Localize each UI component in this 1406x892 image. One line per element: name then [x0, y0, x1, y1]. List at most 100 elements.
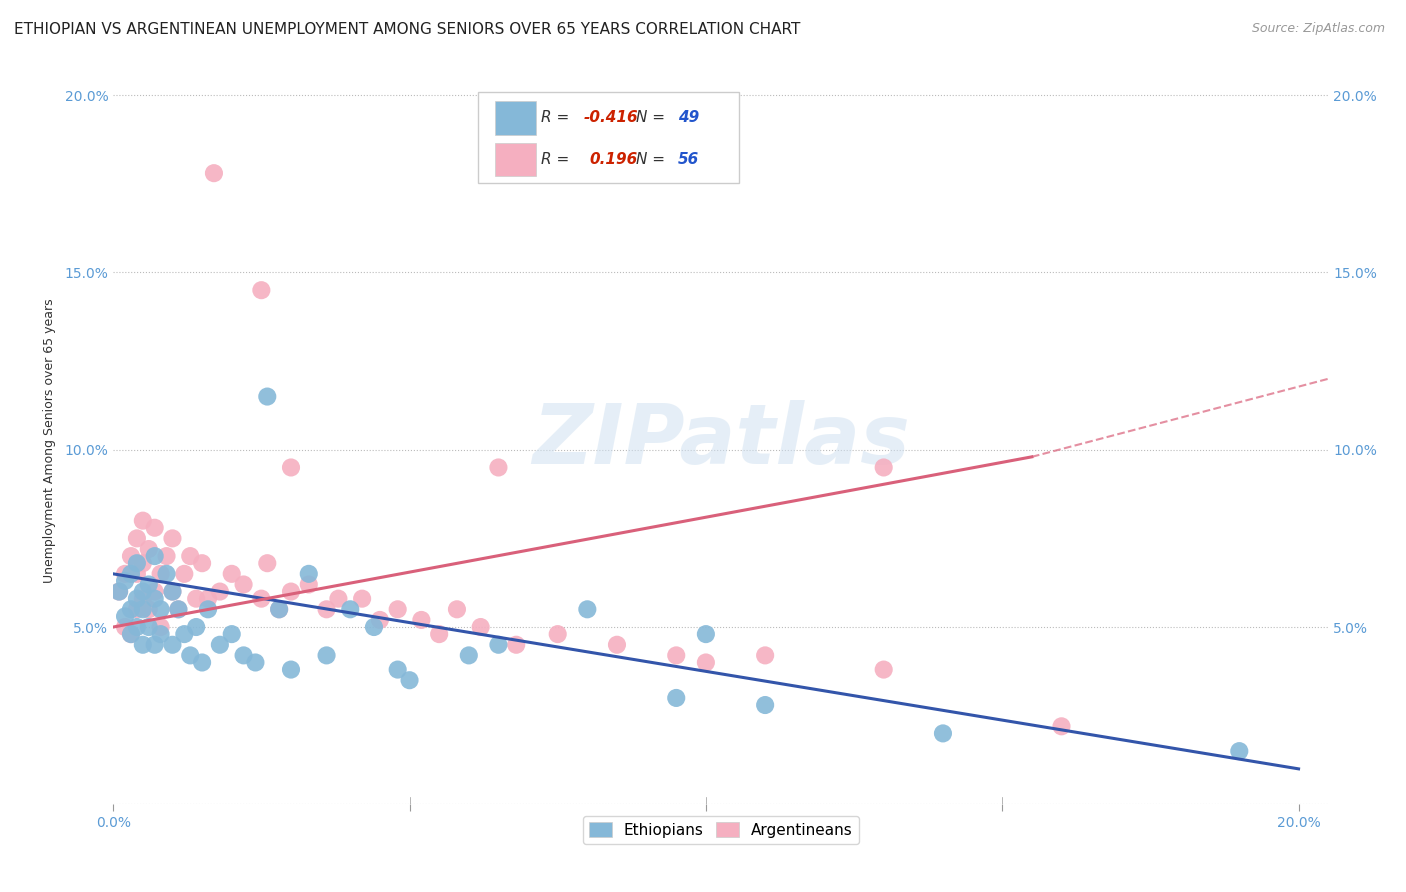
Point: [352, 591, 374, 606]
Point: [470, 620, 492, 634]
Point: [143, 638, 166, 652]
Point: [754, 648, 776, 663]
Point: [232, 648, 254, 663]
Point: [132, 514, 155, 528]
Point: [162, 584, 184, 599]
Point: [427, 627, 450, 641]
Point: [149, 620, 172, 634]
Point: [245, 656, 267, 670]
Point: [125, 532, 148, 546]
Point: [143, 549, 166, 563]
Point: [125, 602, 148, 616]
Point: [162, 532, 184, 546]
Point: [398, 673, 420, 688]
Point: [665, 690, 688, 705]
Text: -0.416: -0.416: [583, 111, 638, 126]
Point: [298, 566, 321, 581]
Point: [132, 584, 155, 599]
Point: [387, 663, 409, 677]
Point: [149, 602, 172, 616]
Point: [269, 602, 291, 616]
Point: [138, 541, 160, 556]
Point: [191, 556, 214, 570]
Point: [208, 584, 231, 599]
Point: [873, 663, 896, 677]
Point: [197, 602, 219, 616]
Point: [547, 627, 569, 641]
Point: [363, 620, 385, 634]
FancyBboxPatch shape: [495, 102, 536, 135]
Point: [606, 638, 628, 652]
Point: [114, 574, 136, 588]
Point: [695, 627, 717, 641]
Point: [339, 602, 361, 616]
Point: [120, 602, 142, 616]
Point: [179, 648, 201, 663]
Point: [221, 627, 243, 641]
Point: [328, 591, 350, 606]
Point: [315, 602, 337, 616]
Point: [280, 663, 302, 677]
Point: [132, 556, 155, 570]
Y-axis label: Unemployment Among Seniors over 65 years: Unemployment Among Seniors over 65 years: [44, 299, 56, 583]
Point: [155, 549, 177, 563]
Point: [125, 556, 148, 570]
Text: N =: N =: [636, 111, 669, 126]
Point: [114, 566, 136, 581]
Point: [197, 591, 219, 606]
Point: [120, 566, 142, 581]
Point: [368, 613, 391, 627]
Point: [120, 627, 142, 641]
Point: [155, 566, 177, 581]
Point: [143, 584, 166, 599]
Point: [665, 648, 688, 663]
Point: [186, 591, 208, 606]
Point: [132, 602, 155, 616]
Point: [173, 627, 195, 641]
Point: [120, 549, 142, 563]
Point: [138, 577, 160, 591]
Point: [250, 283, 273, 297]
Point: [695, 656, 717, 670]
Point: [280, 584, 302, 599]
Point: [162, 584, 184, 599]
Text: N =: N =: [636, 153, 669, 168]
FancyBboxPatch shape: [478, 92, 740, 183]
Point: [256, 556, 278, 570]
Text: ETHIOPIAN VS ARGENTINEAN UNEMPLOYMENT AMONG SENIORS OVER 65 YEARS CORRELATION CH: ETHIOPIAN VS ARGENTINEAN UNEMPLOYMENT AM…: [14, 22, 800, 37]
Point: [114, 609, 136, 624]
Point: [125, 591, 148, 606]
Text: R =: R =: [541, 111, 574, 126]
Point: [143, 521, 166, 535]
Text: 56: 56: [678, 153, 699, 168]
Text: 0.196: 0.196: [589, 153, 638, 168]
Point: [754, 698, 776, 712]
Point: [505, 638, 527, 652]
Point: [232, 577, 254, 591]
Point: [280, 460, 302, 475]
Text: Source: ZipAtlas.com: Source: ZipAtlas.com: [1251, 22, 1385, 36]
Point: [315, 648, 337, 663]
Point: [488, 460, 510, 475]
Point: [149, 627, 172, 641]
Point: [120, 627, 142, 641]
Point: [932, 726, 955, 740]
Point: [250, 591, 273, 606]
Point: [167, 602, 190, 616]
Point: [138, 620, 160, 634]
Point: [125, 566, 148, 581]
Point: [298, 577, 321, 591]
Point: [114, 620, 136, 634]
Point: [173, 566, 195, 581]
Point: [179, 549, 201, 563]
Point: [108, 584, 131, 599]
Point: [167, 602, 190, 616]
Point: [446, 602, 468, 616]
Point: [125, 620, 148, 634]
Point: [149, 566, 172, 581]
Point: [132, 591, 155, 606]
Point: [488, 638, 510, 652]
Point: [143, 591, 166, 606]
Text: 49: 49: [678, 111, 699, 126]
Point: [576, 602, 599, 616]
